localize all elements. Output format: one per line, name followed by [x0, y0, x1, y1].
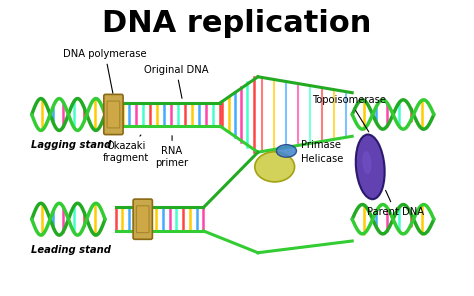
Text: DNA replication: DNA replication — [102, 9, 372, 38]
Ellipse shape — [255, 152, 295, 182]
Text: Okazaki
fragment: Okazaki fragment — [103, 135, 149, 163]
FancyBboxPatch shape — [137, 206, 149, 233]
FancyBboxPatch shape — [107, 101, 120, 128]
FancyBboxPatch shape — [133, 199, 152, 239]
Text: Parent DNA: Parent DNA — [367, 190, 424, 217]
Text: Helicase: Helicase — [301, 154, 343, 164]
Text: RNA
primer: RNA primer — [155, 136, 189, 168]
Text: Original DNA: Original DNA — [144, 65, 209, 98]
Ellipse shape — [276, 145, 296, 157]
Text: DNA polymerase: DNA polymerase — [63, 49, 147, 93]
Text: Topoisomerase: Topoisomerase — [312, 95, 386, 132]
Ellipse shape — [356, 134, 385, 199]
Text: Leading stand: Leading stand — [31, 245, 111, 255]
Text: Primase: Primase — [301, 140, 341, 150]
Text: Lagging stand: Lagging stand — [31, 141, 111, 150]
Ellipse shape — [362, 151, 372, 174]
FancyBboxPatch shape — [104, 94, 123, 135]
